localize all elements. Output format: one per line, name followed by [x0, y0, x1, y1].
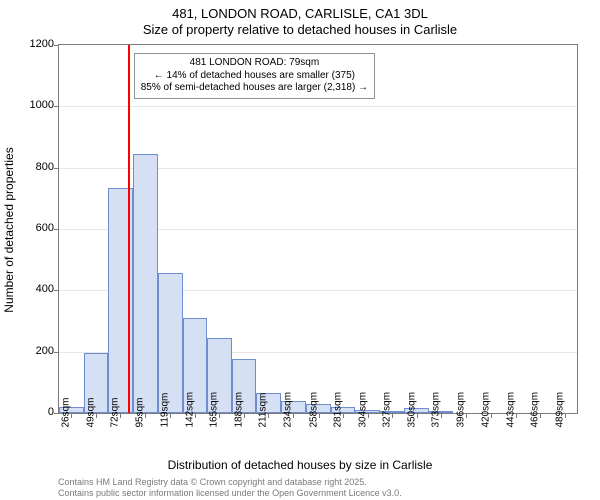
marker-line [128, 45, 130, 413]
histogram-bar [133, 154, 159, 413]
plot-area: 481 LONDON ROAD: 79sqm ← 14% of detached… [58, 44, 578, 414]
ytick-mark [54, 413, 59, 414]
xtick-mark [170, 413, 171, 418]
ytick-mark [54, 106, 59, 107]
footer: Contains HM Land Registry data © Crown c… [58, 477, 402, 498]
annotation-line-1: 481 LONDON ROAD: 79sqm [141, 57, 368, 70]
ytick-label: 1200 [14, 38, 54, 50]
ytick-label: 0 [14, 406, 54, 418]
titles: 481, LONDON ROAD, CARLISLE, CA1 3DL Size… [0, 0, 600, 37]
ytick-label: 400 [14, 283, 54, 295]
ytick-mark [54, 45, 59, 46]
ytick-label: 1000 [14, 99, 54, 111]
gridline [59, 106, 577, 107]
ytick-mark [54, 290, 59, 291]
title-line-2: Size of property relative to detached ho… [0, 22, 600, 37]
ytick-label: 200 [14, 345, 54, 357]
annotation-box: 481 LONDON ROAD: 79sqm ← 14% of detached… [134, 53, 375, 99]
chart-container: 481, LONDON ROAD, CARLISLE, CA1 3DL Size… [0, 0, 600, 500]
footer-line-2: Contains public sector information licen… [58, 488, 402, 498]
x-axis-label: Distribution of detached houses by size … [0, 458, 600, 472]
ytick-mark [54, 352, 59, 353]
ytick-mark [54, 229, 59, 230]
ytick-label: 800 [14, 161, 54, 173]
ytick-label: 600 [14, 222, 54, 234]
title-line-1: 481, LONDON ROAD, CARLISLE, CA1 3DL [0, 6, 600, 21]
ytick-mark [54, 168, 59, 169]
xtick-mark [219, 413, 220, 418]
xtick-mark [268, 413, 269, 418]
footer-line-1: Contains HM Land Registry data © Crown c… [58, 477, 402, 487]
annotation-line-3: 85% of semi-detached houses are larger (… [141, 82, 368, 95]
annotation-line-2: ← 14% of detached houses are smaller (37… [141, 70, 368, 83]
